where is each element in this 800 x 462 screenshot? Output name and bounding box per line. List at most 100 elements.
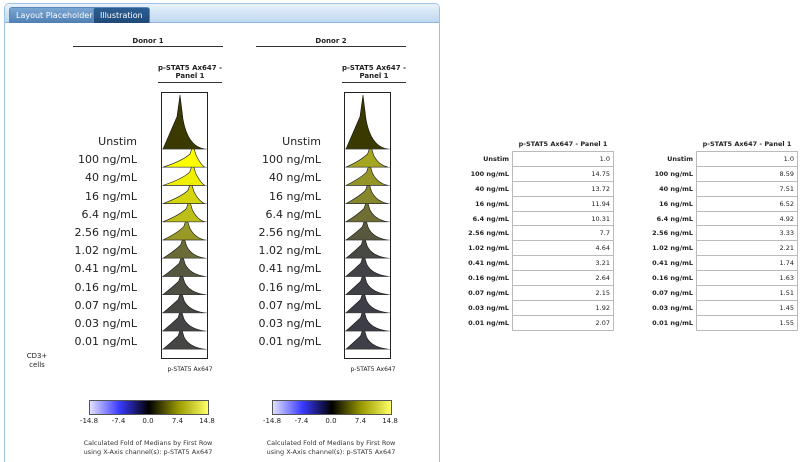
donor-2-title: Donor 2 [315,37,347,45]
fold-value-cell: 1.0 [696,151,798,167]
histogram-row [345,217,389,241]
histogram-row [162,271,206,295]
table-row: 16 ng/mL 11.94 [446,195,614,212]
table-row: 2.56 ng/mL 7.7 [446,225,614,242]
header-spacer [630,137,697,152]
table-row: 100 ng/mL 8.59 [630,165,798,182]
row-label: 0.03 ng/mL [652,303,693,312]
row-label: 16 ng/mL [269,189,321,203]
row-label: 2.56 ng/mL [652,229,693,238]
row-label: 6.4 ng/mL [656,214,693,223]
table-row: 0.41 ng/mL 3.21 [446,255,614,272]
row-label: Unstim [483,154,509,163]
donor-2-results-table: p-STAT5 Ax647 - Panel 1 Unstim 1.0 100 ng/m… [630,137,798,331]
donor-2-histogram-stack [344,92,391,359]
fold-value-cell: 2.64 [512,270,614,287]
header-spacer [446,137,513,152]
row-label: 1.02 ng/mL [468,244,509,253]
table-row: 100 ng/mL 14.75 [446,165,614,182]
fold-value-cell: 2.15 [512,285,614,301]
table-row: Unstim 1.0 [630,151,798,167]
histogram-frame [161,92,208,359]
table-header: p-STAT5 Ax647 - Panel 1 [702,140,792,148]
donor-1-histogram-stack [161,92,208,359]
footnote-line-2: using X-Axis channel(s): p-STAT5 Ax647 [266,448,396,456]
colorbar-tick: 0.0 [142,417,154,425]
table-row: 0.03 ng/mL 1.92 [446,299,614,316]
row-label: 0.16 ng/mL [652,274,693,283]
row-label: Unstim [282,135,321,148]
fold-value-cell: 7.7 [512,225,614,242]
histogram-row [345,162,389,186]
row-label: 1.02 ng/mL [258,244,322,258]
donor-2-underline [256,46,406,47]
donor-1-underline [73,46,223,47]
row-label: 100 ng/mL [262,153,321,167]
row-label: 0.07 ng/mL [258,298,322,312]
row-label: 40 ng/mL [85,171,137,185]
colorbar-tick: 14.8 [199,417,215,425]
row-label: 0.03 ng/mL [74,317,138,330]
row-label: 100 ng/mL [78,153,137,167]
row-label: 100 ng/mL [654,169,693,178]
donor-1-footnote: Calculated Fold of Medians by First Row … [68,439,228,457]
row-label: 0.41 ng/mL [468,259,509,268]
fold-value-cell: 1.55 [696,314,798,331]
row-label: 6.4 ng/mL [472,214,509,223]
tab-layout-placeholders[interactable]: Layout Placeholders [9,7,104,23]
footnote-line-1: Calculated Fold of Medians by First Row [83,439,213,447]
table-row: 0.07 ng/mL 1.51 [630,285,798,301]
row-label: 0.01 ng/mL [468,318,509,327]
table-row: 6.4 ng/mL 4.92 [630,210,798,227]
row-label: 16 ng/mL [659,199,693,208]
histogram-row [345,144,389,168]
tab-illustration[interactable]: Illustration [93,7,150,23]
donor-2-colorbar [272,400,392,415]
fold-value-cell: 6.52 [696,195,798,212]
histogram-row [162,94,206,150]
row-label: 0.07 ng/mL [468,288,509,297]
fold-value-cell: 2.21 [696,240,798,257]
fold-value-cell: 1.92 [512,299,614,316]
donor-1-panel-underline [158,82,222,83]
histogram-row [344,198,389,223]
colorbar-tick: 7.4 [354,417,367,425]
histogram-row [162,198,206,223]
row-label: 1.02 ng/mL [74,244,138,258]
histogram-frame [344,92,391,359]
fold-value-cell: 2.07 [512,314,614,331]
donor-1-panel-title: p-STAT5 Ax647 - Panel 1 [157,64,223,80]
row-label: 0.41 ng/mL [74,262,138,276]
histogram-row [345,94,389,150]
table-row: 0.01 ng/mL 1.55 [630,314,798,331]
donor-2-x-axis-label: p-STAT5 Ax647 [350,366,396,373]
fold-value-cell: 1.0 [512,151,614,167]
fold-value-cell: 7.51 [696,180,798,197]
y-axis-label: CD3+ cells [26,352,48,369]
table-row: 1.02 ng/mL 2.21 [630,240,798,257]
histogram-row [162,162,206,186]
donor-1-colorbar [89,400,209,415]
fold-value-cell: 1.51 [696,285,798,301]
table-header: p-STAT5 Ax647 - Panel 1 [518,140,608,148]
table-row: 1.02 ng/mL 4.64 [446,240,614,257]
histogram-row [162,326,206,350]
row-label: 0.07 ng/mL [74,298,138,312]
row-label: 0.07 ng/mL [652,288,693,297]
table-row: 40 ng/mL 7.51 [630,180,798,197]
histogram-row [345,235,389,259]
row-label: 40 ng/mL [269,171,321,185]
histogram-row [162,253,206,277]
row-label: Unstim [667,154,693,163]
colorbar-tick: 7.4 [171,417,184,425]
footnote-line-1: Calculated Fold of Medians by First Row [266,439,396,447]
histogram-row [345,326,389,350]
row-label: 0.01 ng/mL [652,318,693,327]
row-label: 16 ng/mL [475,199,509,208]
fold-value-cell: 11.94 [512,195,614,212]
row-label: 0.16 ng/mL [74,280,138,294]
fold-value-cell: 3.21 [512,255,614,272]
donor-2-footnote: Calculated Fold of Medians by First Row … [251,439,411,457]
fold-value-cell: 3.33 [696,225,798,242]
histogram-row [345,180,389,204]
